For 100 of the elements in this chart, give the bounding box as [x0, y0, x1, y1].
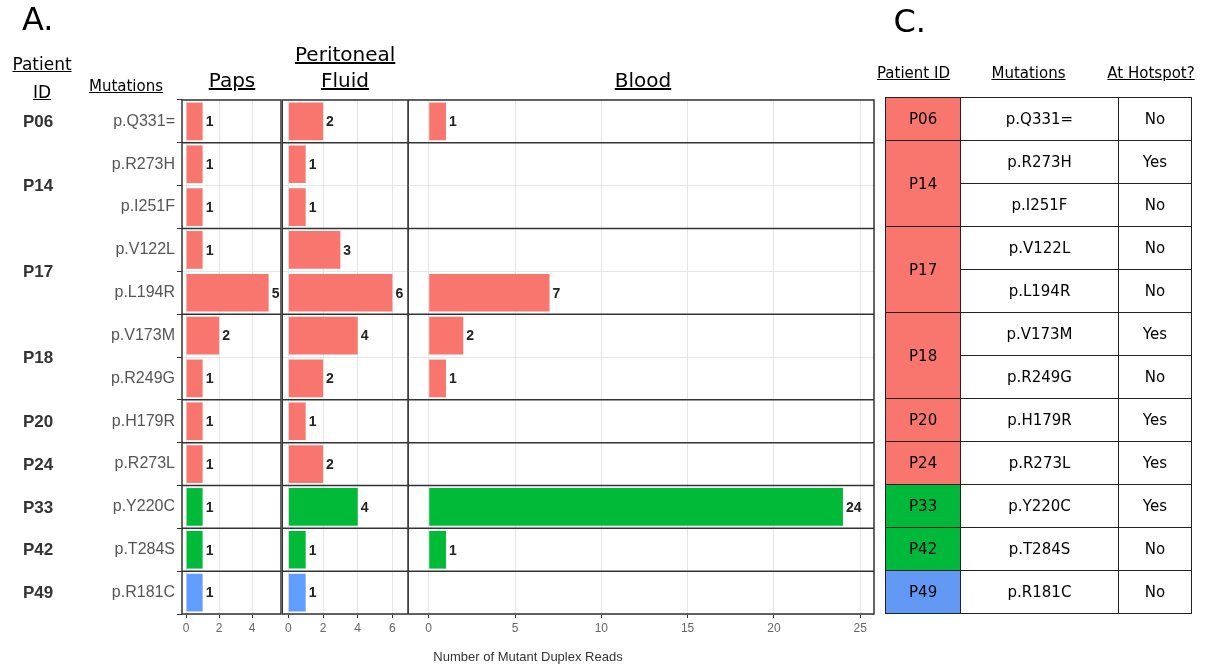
- text: No: [1144, 196, 1166, 214]
- data-label: 4: [360, 498, 369, 515]
- x-tick-label: 0: [425, 620, 433, 635]
- bar: [429, 316, 464, 355]
- data-label: 1: [205, 113, 214, 130]
- text: No: [1144, 583, 1166, 601]
- data-label: 1: [448, 113, 457, 130]
- data-label: 1: [205, 455, 214, 472]
- bar: [186, 488, 203, 526]
- bar: [288, 488, 358, 526]
- bar: [186, 573, 203, 612]
- category-label: p.L194R: [1008, 282, 1071, 300]
- bar: [429, 273, 550, 312]
- data-label: 4: [360, 327, 369, 344]
- bar: [288, 231, 341, 269]
- text: No: [1144, 540, 1166, 558]
- data-label: 2: [326, 455, 335, 472]
- data-label: 1: [205, 584, 214, 601]
- x-tick-label: 4: [248, 620, 256, 635]
- data-label: 1: [205, 198, 214, 215]
- text: P42: [909, 540, 938, 558]
- data-label: 2: [222, 327, 231, 344]
- data-label: 1: [308, 413, 317, 430]
- text: A.: [22, 0, 54, 38]
- text: P06: [22, 112, 54, 132]
- data-label: 6: [395, 284, 404, 301]
- bar: [186, 530, 203, 569]
- text: P17: [909, 260, 938, 279]
- y-tick-label: p.H179R: [111, 411, 175, 429]
- y-tick-label: p.Q331=: [113, 111, 175, 129]
- bar: [288, 102, 324, 141]
- category-label: p.R273L: [1008, 454, 1071, 472]
- x-tick-label: 15: [680, 620, 695, 635]
- text: P14: [909, 174, 938, 193]
- text: P18: [22, 347, 54, 367]
- text: Yes: [1142, 153, 1167, 171]
- y-tick-label: p.R249G: [110, 368, 175, 386]
- data-label: 1: [205, 156, 214, 173]
- x-tick-label: 0: [284, 620, 292, 635]
- text: P33: [22, 497, 54, 517]
- data-label: 7: [552, 284, 561, 301]
- category-label: p.V173M: [1006, 325, 1073, 343]
- text: P24: [22, 454, 54, 474]
- y-tick-label: p.T284S: [114, 540, 175, 558]
- category-label: p.R249G: [1007, 368, 1072, 386]
- text: P49: [22, 583, 54, 603]
- text: P33: [909, 497, 938, 515]
- bar: [186, 188, 203, 226]
- y-tick-label: p.V173M: [110, 325, 175, 343]
- text: P42: [22, 540, 54, 560]
- bar: [429, 488, 843, 526]
- data-label: 1: [448, 541, 457, 558]
- x-tick-label: 2: [215, 620, 223, 635]
- x-tick-label: 4: [354, 620, 362, 635]
- data-label: 1: [308, 198, 317, 215]
- bar: [288, 573, 306, 612]
- text: Yes: [1142, 454, 1167, 472]
- data-label: 1: [308, 541, 317, 558]
- text: P18: [909, 346, 938, 365]
- category-label: At Hotspot?: [1106, 64, 1196, 82]
- bar: [186, 145, 203, 184]
- data-label: 1: [205, 370, 214, 387]
- data-label: 1: [205, 541, 214, 558]
- bar: [429, 530, 446, 569]
- category-label: p.Q331=: [1005, 110, 1074, 128]
- y-tick-label: p.Y220C: [112, 497, 175, 515]
- category-label: Mutations: [990, 64, 1067, 82]
- chart-title: Peritoneal Fluid: [295, 42, 396, 92]
- bar: [186, 102, 203, 141]
- text: Yes: [1142, 411, 1167, 429]
- bar: [186, 273, 269, 312]
- text: No: [1144, 368, 1166, 386]
- text: P06: [909, 110, 938, 128]
- bar: [288, 359, 324, 398]
- chart-title: Paps: [207, 67, 257, 93]
- text: P20: [909, 411, 938, 429]
- data-label: 1: [308, 584, 317, 601]
- category-label: p.R181C: [1007, 583, 1072, 601]
- y-tick-label: p.R273H: [111, 154, 175, 172]
- x-tick-label: 0: [182, 620, 190, 635]
- text: P20: [22, 411, 54, 431]
- bar: [288, 273, 393, 312]
- text: P24: [909, 454, 938, 472]
- bar: [186, 402, 203, 441]
- data-label: 2: [326, 113, 335, 130]
- text: No: [1144, 239, 1166, 257]
- y-tick-label: p.R273L: [114, 454, 176, 472]
- bar: [429, 359, 446, 398]
- chart-title: Blood: [613, 67, 673, 93]
- bar: [288, 145, 306, 184]
- data-label: 24: [845, 498, 862, 515]
- bar: [186, 359, 203, 398]
- y-tick-label: p.R181C: [111, 582, 175, 600]
- bar: [186, 231, 203, 269]
- data-label: 1: [448, 370, 457, 387]
- category-label: Patient ID: [876, 64, 951, 82]
- text: C.: [892, 2, 926, 40]
- y-axis-title: Mutations: [87, 77, 165, 95]
- text: No: [1144, 110, 1166, 128]
- category-label: p.Y220C: [1008, 497, 1071, 515]
